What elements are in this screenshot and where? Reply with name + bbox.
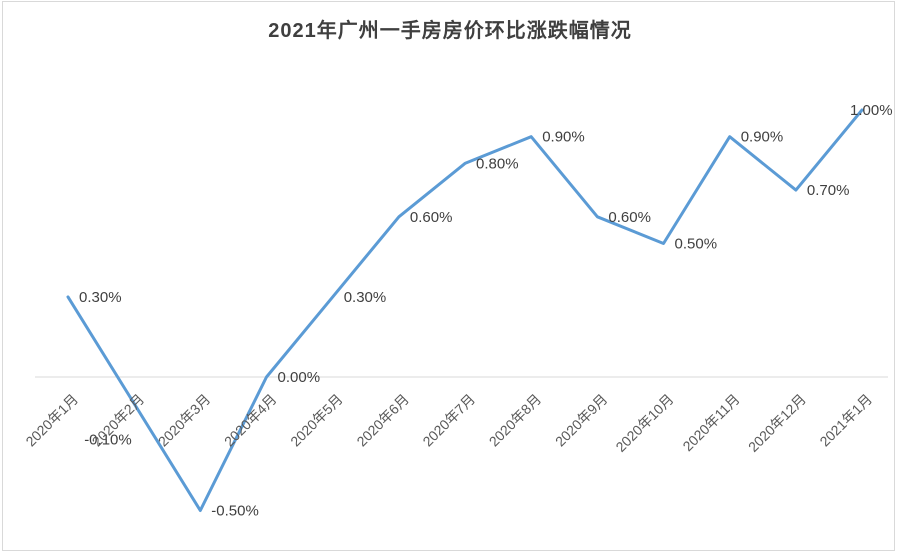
data-label: 0.50% (675, 236, 718, 253)
x-axis-label: 2020年9月 (552, 391, 611, 450)
x-axis-label: 2020年7月 (419, 391, 478, 450)
x-axis-label: 2020年5月 (287, 391, 346, 450)
x-axis-label: 2020年3月 (155, 391, 214, 450)
data-label: 0.90% (542, 129, 585, 146)
x-axis-label: 2020年12月 (745, 391, 809, 455)
x-axis-label: 2020年1月 (22, 391, 81, 450)
data-label: 0.60% (608, 209, 651, 226)
data-label: 0.80% (476, 155, 519, 172)
data-label: -0.50% (211, 503, 259, 520)
x-axis-label: 2020年8月 (486, 391, 545, 450)
price-series-line (66, 108, 864, 512)
x-axis-label: 2020年4月 (221, 391, 280, 450)
data-label: 0.30% (79, 289, 122, 306)
data-label: 0.30% (344, 289, 387, 306)
x-axis-label: 2020年11月 (679, 391, 742, 454)
chart-title: 2021年广州一手房房价环比涨跌幅情况 (268, 20, 632, 42)
x-axis-label: 2021年1月 (816, 391, 875, 450)
x-axis-label: 2020年6月 (353, 391, 412, 450)
data-label: 0.90% (741, 129, 784, 146)
data-label: 0.00% (278, 369, 321, 386)
data-label: -0.10% (84, 432, 132, 449)
x-axis-label: 2020年10月 (612, 391, 676, 455)
data-label: 0.60% (410, 209, 453, 226)
data-label: 1.00% (850, 102, 893, 119)
data-label: 0.70% (807, 182, 850, 199)
